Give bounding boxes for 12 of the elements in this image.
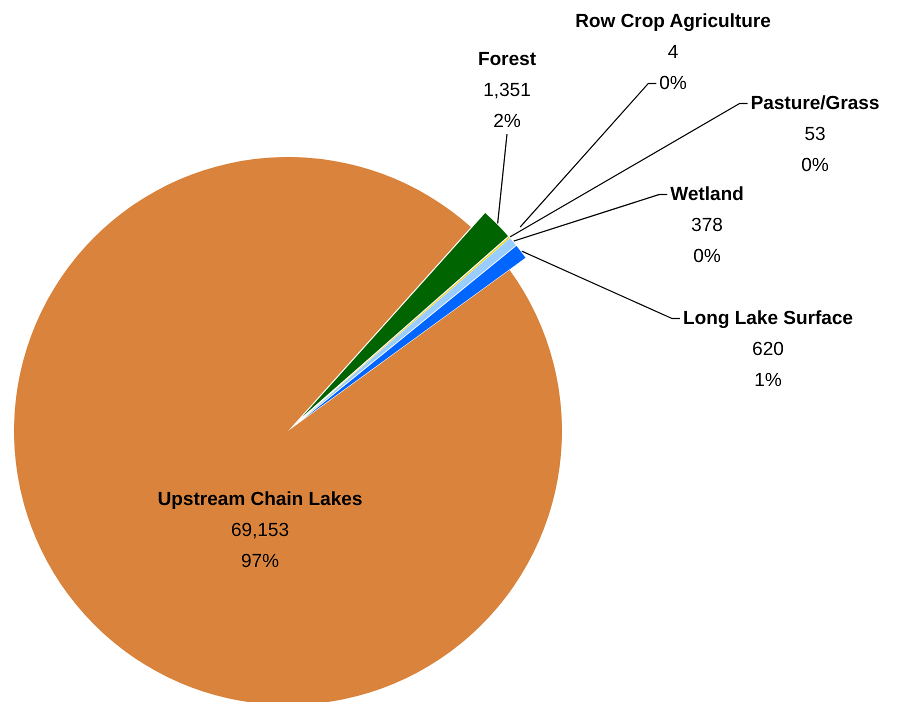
data-label: 4 0% <box>659 42 687 94</box>
data-label: 1,351 2% <box>483 80 531 132</box>
slice-label: Upstream Chain Lakes <box>158 489 362 510</box>
data-label: 620 1% <box>752 339 784 391</box>
data-label: 378 0% <box>691 215 723 267</box>
slice-label: Long Lake Surface <box>683 308 853 329</box>
slice-label: Wetland <box>670 184 744 205</box>
slice-label: Row Crop Agriculture <box>575 11 771 32</box>
data-label: 53 0% <box>801 124 829 176</box>
slice-label: Pasture/Grass <box>750 93 880 114</box>
data-label: 69,153 97% <box>230 520 290 572</box>
slice-label: Forest <box>478 49 537 70</box>
